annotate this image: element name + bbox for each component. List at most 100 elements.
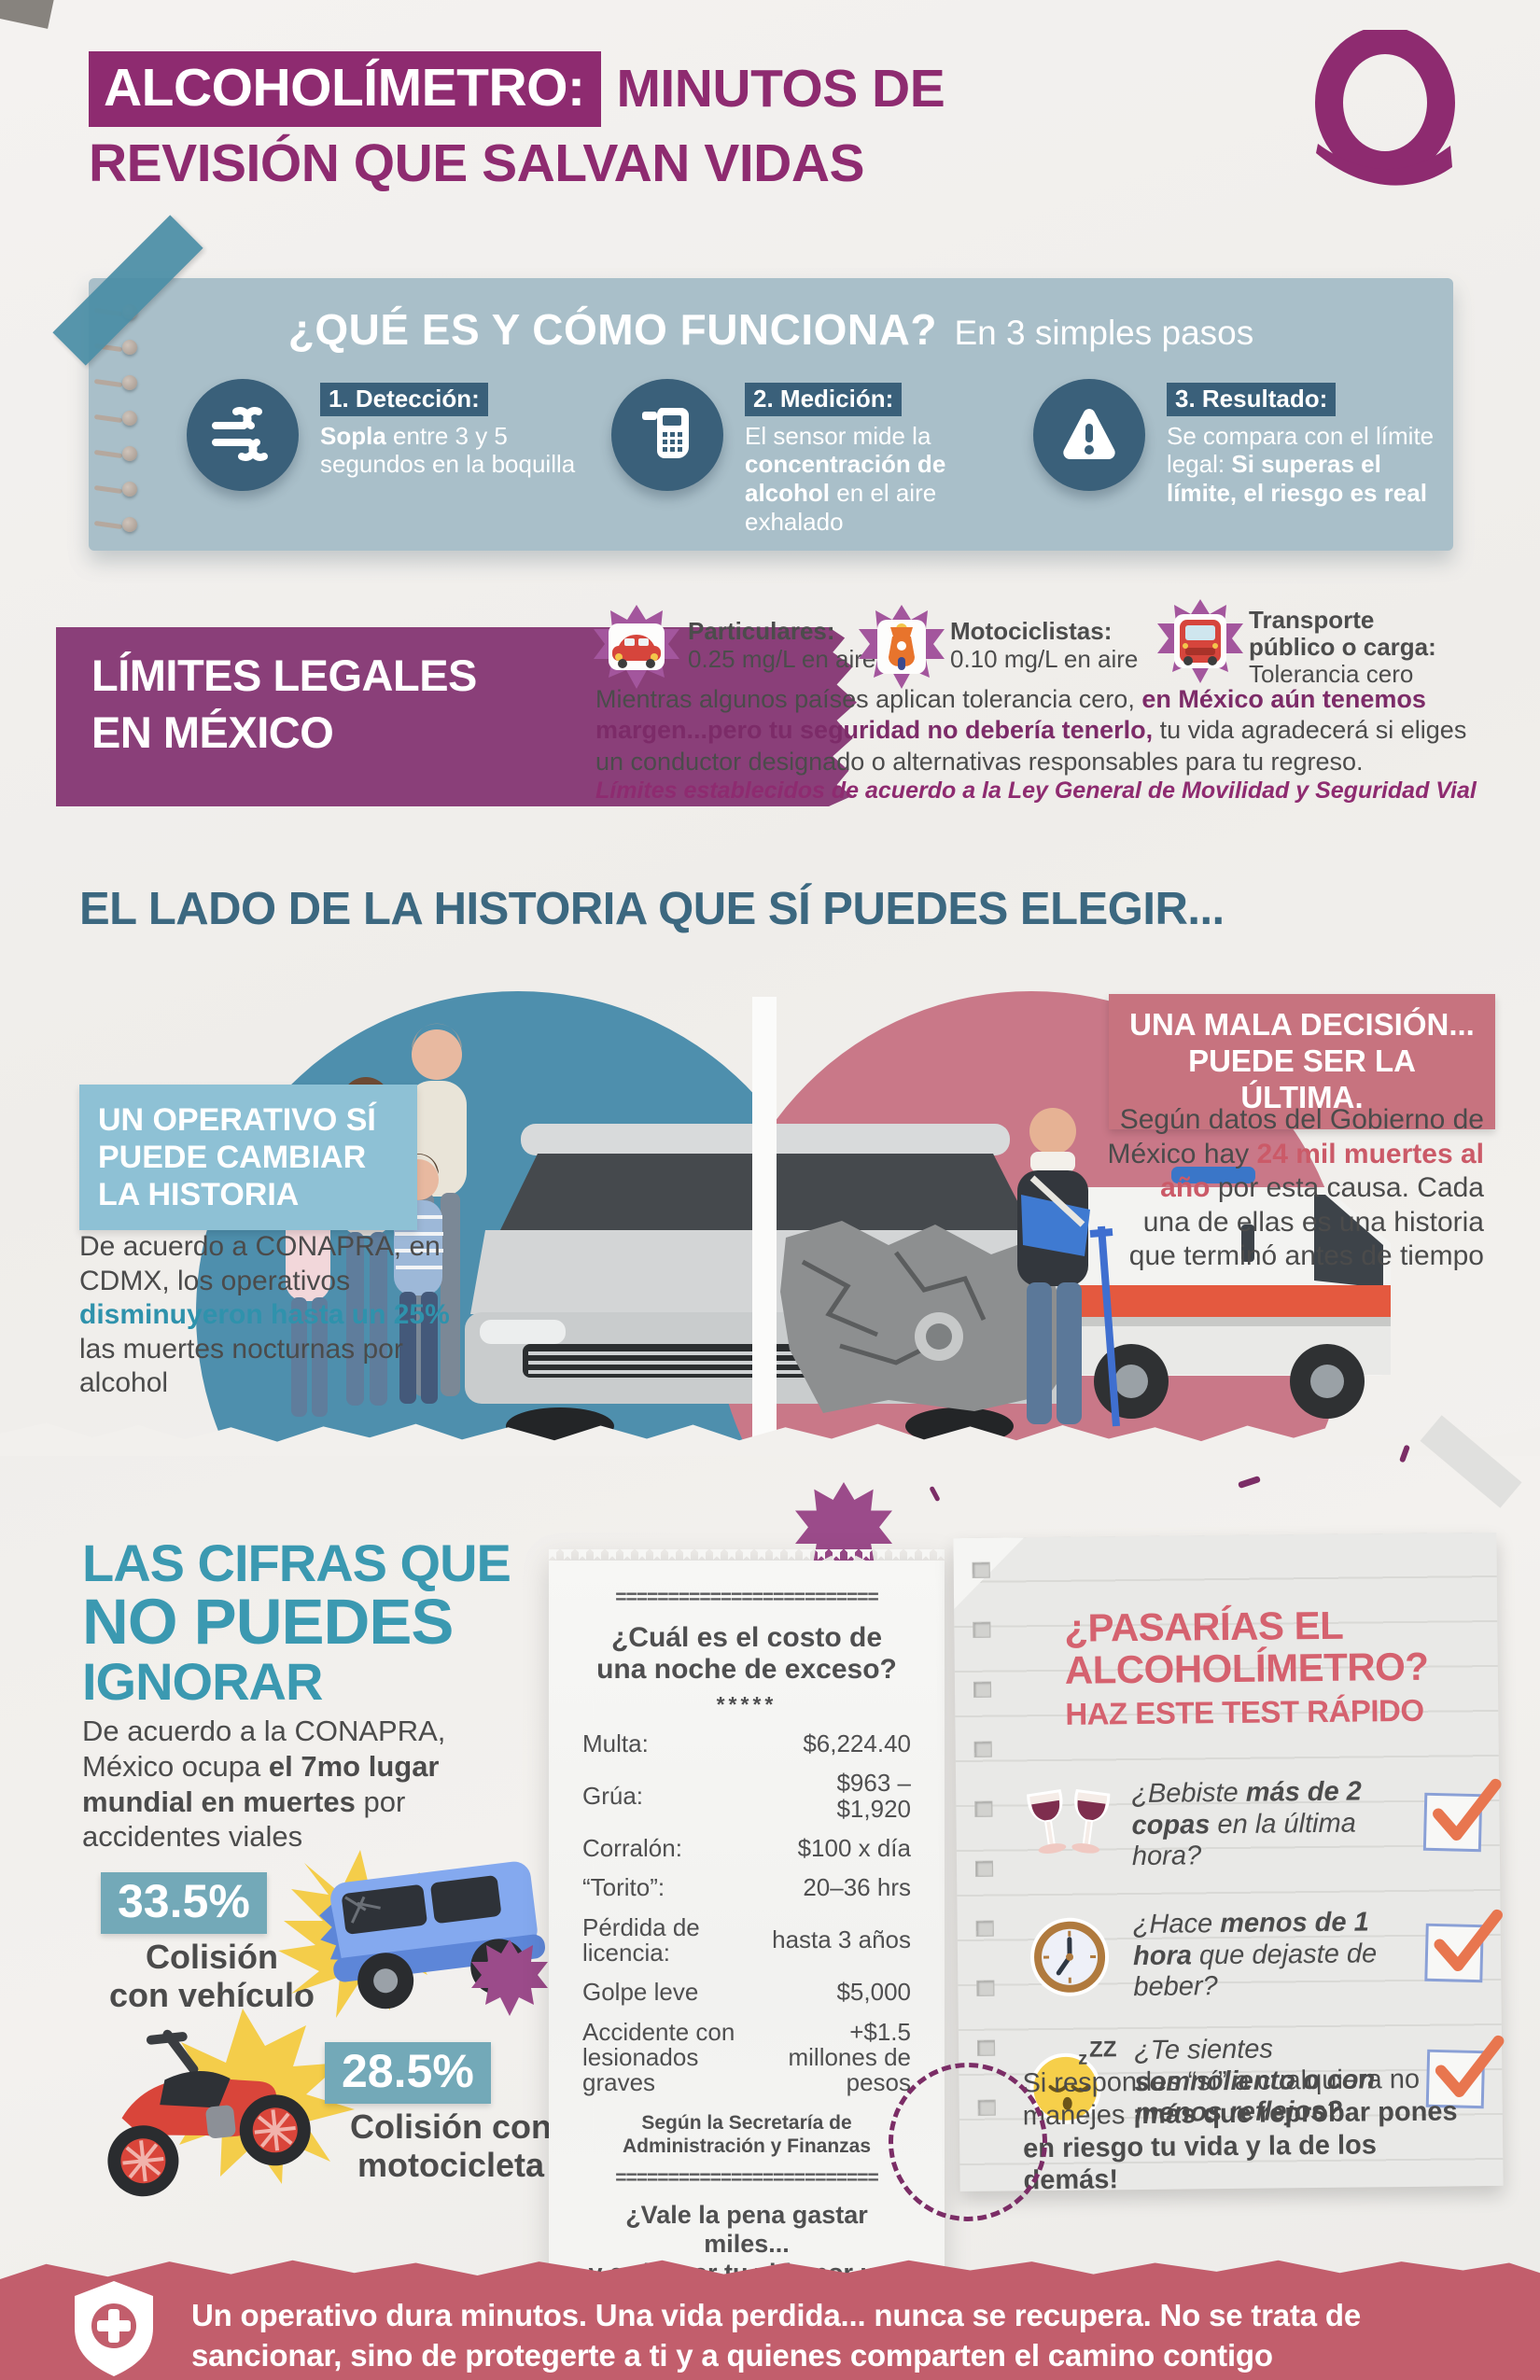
footer-band bbox=[0, 2260, 1540, 2380]
step1-label: 1. Detección: bbox=[320, 383, 488, 416]
figures-intro-pre: De acuerdo a la CONAPRA, México ocupa bbox=[82, 1715, 446, 1783]
figures-intro-bold: el 7mo lugar mundial en muertes bbox=[82, 1749, 440, 1818]
motorcycle-icon bbox=[859, 605, 945, 689]
receipt-row: Grúa: $963 – $1,920 bbox=[582, 1771, 911, 1822]
check-icon bbox=[1434, 1910, 1503, 1972]
figures-intro: De acuerdo a la CONAPRA, México ocupa el… bbox=[82, 1714, 525, 1855]
pin-icon bbox=[93, 517, 137, 532]
step2-post: en el aire exhalado bbox=[745, 479, 937, 536]
limits-par-bold: en México aún tenemos margen...pero tu s… bbox=[595, 685, 1426, 745]
wind-icon bbox=[212, 407, 268, 461]
quiz-item-drinks: ¿Bebiste más de 2 copas en la última hor… bbox=[1021, 1775, 1502, 1874]
receipt-row-value: $100 x día bbox=[797, 1834, 911, 1863]
story-left-pre: De acuerdo a CONAPRA, en CDMX, los opera… bbox=[79, 1231, 441, 1296]
limits-banner: LÍMITES LEGALES EN MÉXICO bbox=[56, 627, 857, 806]
page-title-line2: REVISIÓN QUE SALVAN VIDAS bbox=[89, 133, 865, 194]
receipt-row-value: +$1.5 millones de pesos bbox=[788, 2017, 911, 2097]
figures-title: LAS CIFRAS QUE NO PUEDES IGNORAR bbox=[82, 1536, 511, 1709]
step2-text: 2. Medición: El sensor mide la concentra… bbox=[745, 383, 1029, 536]
story-right-text: Según datos del Gobierno de México hay 2… bbox=[1106, 1103, 1484, 1274]
bus-icon bbox=[1157, 599, 1243, 683]
receipt-row-value: $5,000 bbox=[836, 1978, 911, 2007]
quiz2-pre: ¿Hace bbox=[1132, 1909, 1221, 1940]
step3-icon-circle bbox=[1033, 379, 1145, 491]
quiz-checkbox[interactable] bbox=[1425, 2036, 1505, 2109]
quiz-checkbox[interactable] bbox=[1422, 1779, 1502, 1853]
limit-item-bus bbox=[1157, 599, 1243, 688]
purple-star-icon bbox=[471, 1939, 548, 2016]
limits-title-line1: LÍMITES LEGALES bbox=[91, 651, 477, 700]
limit-item-car bbox=[594, 605, 679, 693]
quiz3-pre: ¿Te sientes bbox=[1133, 2034, 1274, 2066]
injured-man-illustration bbox=[1017, 1108, 1120, 1427]
limit-item-motorcycle bbox=[859, 605, 945, 693]
stat-motorcycle-label: Colisión con motocicleta bbox=[350, 2107, 552, 2185]
limit-bus-label: Transporte público o carga: bbox=[1249, 606, 1436, 661]
receipt-row-value: $6,224.40 bbox=[803, 1729, 911, 1758]
story-illustration bbox=[196, 991, 1391, 1449]
step3-pre: Se compara con el límite legal: bbox=[1167, 421, 1435, 479]
step1-bold: Sopla bbox=[320, 421, 386, 450]
receipt-row-label: Accidente con lesionados graves bbox=[582, 2017, 735, 2097]
check-icon bbox=[1435, 2036, 1505, 2098]
step3-bold: Si superas el límite, el riesgo es real bbox=[1167, 450, 1427, 508]
how-it-works-banner: ¿QUÉ ES Y CÓMO FUNCIONA? En 3 simples pa… bbox=[89, 278, 1453, 551]
step2-bold: concentración de alcohol bbox=[745, 450, 946, 508]
story-left-post: las muertes nocturnas por alcohol bbox=[79, 1333, 403, 1399]
breathalyzer-icon bbox=[642, 408, 689, 458]
receipt-row: Pérdida de licencia: hasta 3 años bbox=[582, 1914, 911, 1967]
quiz1-pre: ¿Bebiste bbox=[1131, 1777, 1246, 1810]
figures-title-line2: NO PUEDES bbox=[82, 1586, 454, 1659]
limit-car-text: Particulares: 0.25 mg/L en aire bbox=[688, 618, 875, 674]
story-left-tag: UN OPERATIVO SÍ PUEDE CAMBIAR LA HISTORI… bbox=[79, 1085, 417, 1231]
binding-holes bbox=[972, 1561, 996, 2116]
limit-bus-value: Tolerancia cero bbox=[1249, 660, 1414, 689]
how-subtitle-text: En 3 simples pasos bbox=[954, 314, 1254, 352]
quick-test-card: ¿PASARÍAS EL ALCOHOLÍMETRO? HAZ ESTE TES… bbox=[953, 1532, 1505, 2196]
receipt-row: Accidente con lesionados graves +$1.5 mil… bbox=[582, 2017, 911, 2097]
quiz-checkbox[interactable] bbox=[1424, 1910, 1503, 1983]
limit-motorcycle-label: Motociclistas: bbox=[950, 617, 1113, 645]
receipt-row-value: hasta 3 años bbox=[772, 1925, 911, 1954]
receipt-row-label: Grúa: bbox=[582, 1782, 644, 1811]
limit-motorcycle-text: Motociclistas: 0.10 mg/L en aire bbox=[950, 618, 1138, 674]
pin-icon bbox=[93, 375, 137, 390]
quiz-question-text: ¿Hace menos de 1 hora que dejaste de beb… bbox=[1133, 1907, 1409, 2004]
receipt-row-value: $963 – $1,920 bbox=[836, 1769, 911, 1823]
limit-bus-text: Transporte público o carga: Tolerancia c… bbox=[1249, 607, 1436, 689]
sleepy-face-icon: z ZZ bbox=[1029, 2040, 1117, 2125]
page-title-highlight: ALCOHOLÍMETRO: bbox=[89, 51, 602, 128]
receipt-divider: ========================= bbox=[615, 1587, 879, 1608]
quiz-item-time: ¿Hace menos de 1 hora que dejaste de beb… bbox=[1023, 1906, 1503, 2005]
story-right-tag: UNA MALA DECISIÓN... PUEDE SER LA ÚLTIMA… bbox=[1109, 994, 1495, 1129]
confetti-dash bbox=[929, 1485, 941, 1503]
story-right-bold: 24 mil muertes al año bbox=[1160, 1138, 1484, 1204]
limits-par-post: tu vida agradecerá si eliges un conducto… bbox=[595, 716, 1467, 776]
limits-paragraph: Mientras algunos países aplican toleranc… bbox=[595, 684, 1484, 777]
receipt-source: Según la Secretaría de Administración y … bbox=[622, 2112, 872, 2157]
test-subtitle: HAZ ESTE TEST RÁPIDO bbox=[1065, 1692, 1424, 1731]
split-divider bbox=[752, 997, 777, 1447]
pin-icon bbox=[93, 340, 137, 355]
story-left-text: De acuerdo a CONAPRA, en CDMX, los opera… bbox=[79, 1230, 457, 1401]
step2-pre: El sensor mide la bbox=[745, 421, 931, 450]
stat-motorcycle-value: 28.5% bbox=[325, 2042, 491, 2104]
how-it-works-title: ¿QUÉ ES Y CÓMO FUNCIONA? En 3 simples pa… bbox=[89, 304, 1453, 355]
limits-par-pre: Mientras algunos países aplican toleranc… bbox=[595, 685, 1142, 713]
receipt-row-value: 20–36 hrs bbox=[803, 1873, 911, 1902]
confetti-dash bbox=[1238, 1475, 1261, 1490]
test-title-line2: ALCOHOLÍMETRO? bbox=[1064, 1645, 1429, 1693]
figures-intro-post: por accidentes viales bbox=[82, 1785, 406, 1854]
limits-law-note: Límites establecidos de acuerdo a la Ley… bbox=[595, 777, 1477, 804]
limits-title-line2: EN MÉXICO bbox=[91, 707, 334, 757]
receipt-stars: ***** bbox=[716, 1692, 777, 1717]
quiz-item-drowsy: z ZZ ¿Te sientes somnoliento o con menos… bbox=[1024, 2032, 1505, 2131]
story-section-title: EL LADO DE LA HISTORIA QUE SÍ PUEDES ELE… bbox=[79, 884, 1225, 934]
page-header: ALCOHOLÍMETRO: MINUTOS DE REVISIÓN QUE S… bbox=[89, 51, 945, 192]
q-logo-ring bbox=[1315, 26, 1455, 179]
stat-motorcycle-chip: 28.5% bbox=[325, 2042, 491, 2104]
cost-receipt: ========================= ¿Cuál es el co… bbox=[549, 1549, 945, 2380]
footer-message: Un operativo dura minutos. Una vida perd… bbox=[191, 2298, 1361, 2373]
paper-smudge bbox=[0, 0, 56, 29]
motorcycle-crash-icon bbox=[107, 2009, 355, 2197]
